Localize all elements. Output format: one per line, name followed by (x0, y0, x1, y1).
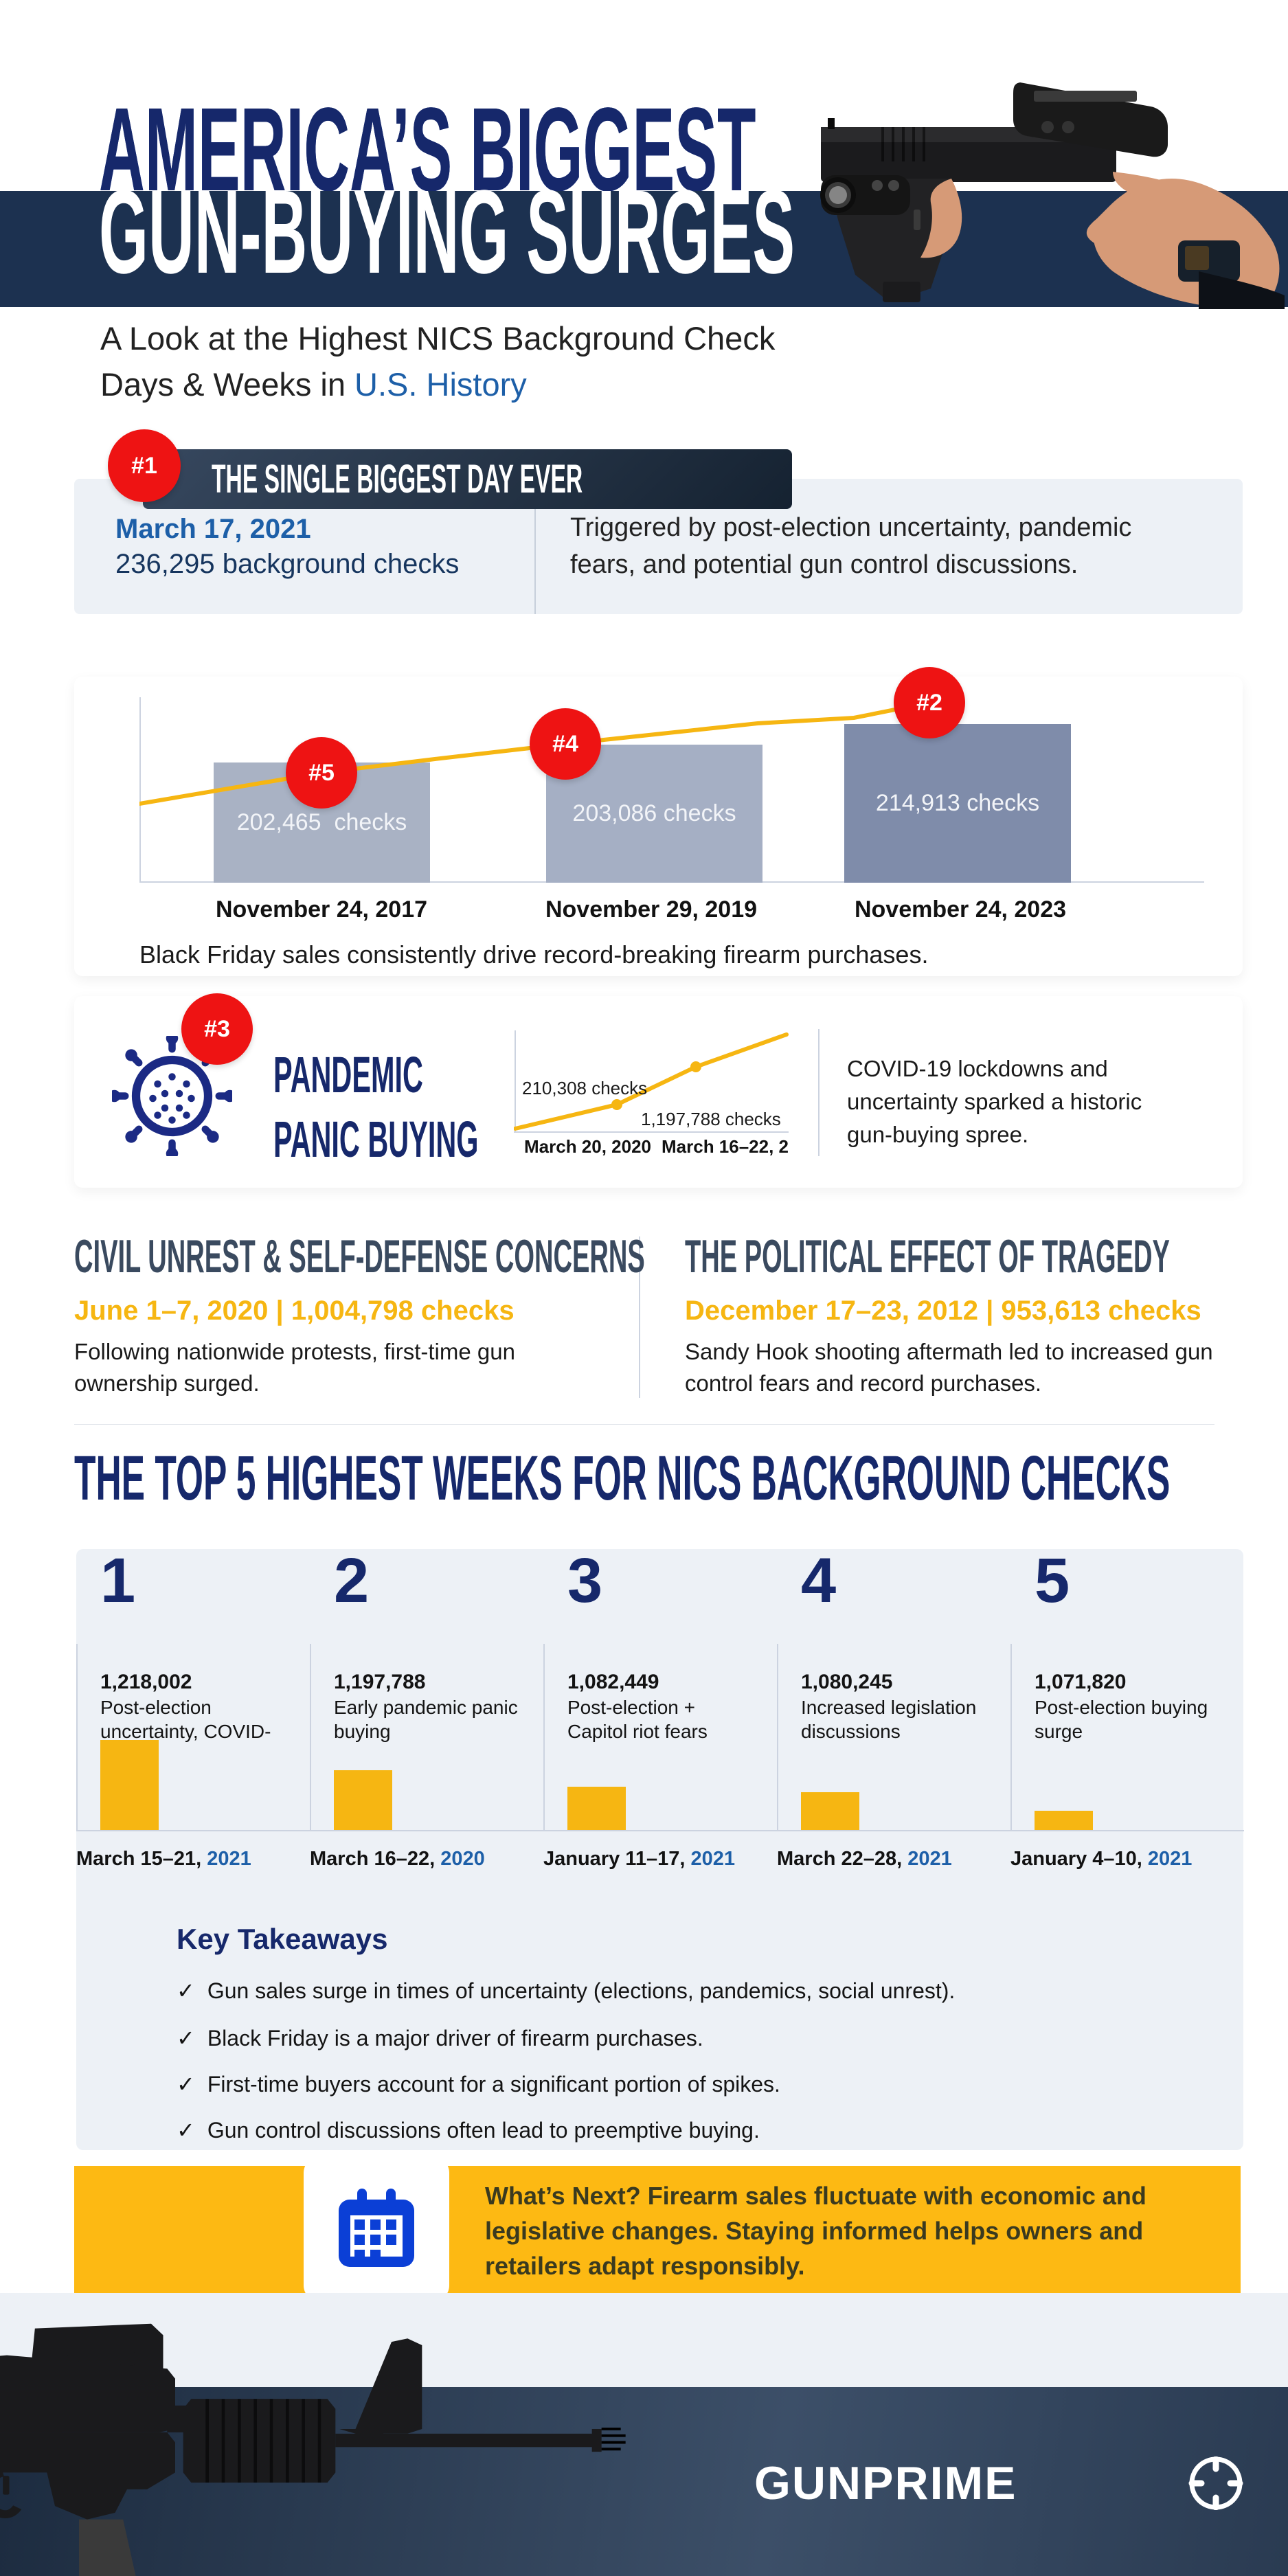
svg-text:210,308 checks: 210,308 checks (522, 1078, 647, 1098)
svg-text:GUNPRIME: GUNPRIME (754, 2457, 1017, 2509)
svg-text:March 20, 2020: March 20, 2020 (524, 1136, 651, 1157)
svg-text:March 16–22, 2020: March 16–22, 2020 (662, 1136, 789, 1157)
svg-text:1,197,788 checks: 1,197,788 checks (641, 1109, 781, 1129)
